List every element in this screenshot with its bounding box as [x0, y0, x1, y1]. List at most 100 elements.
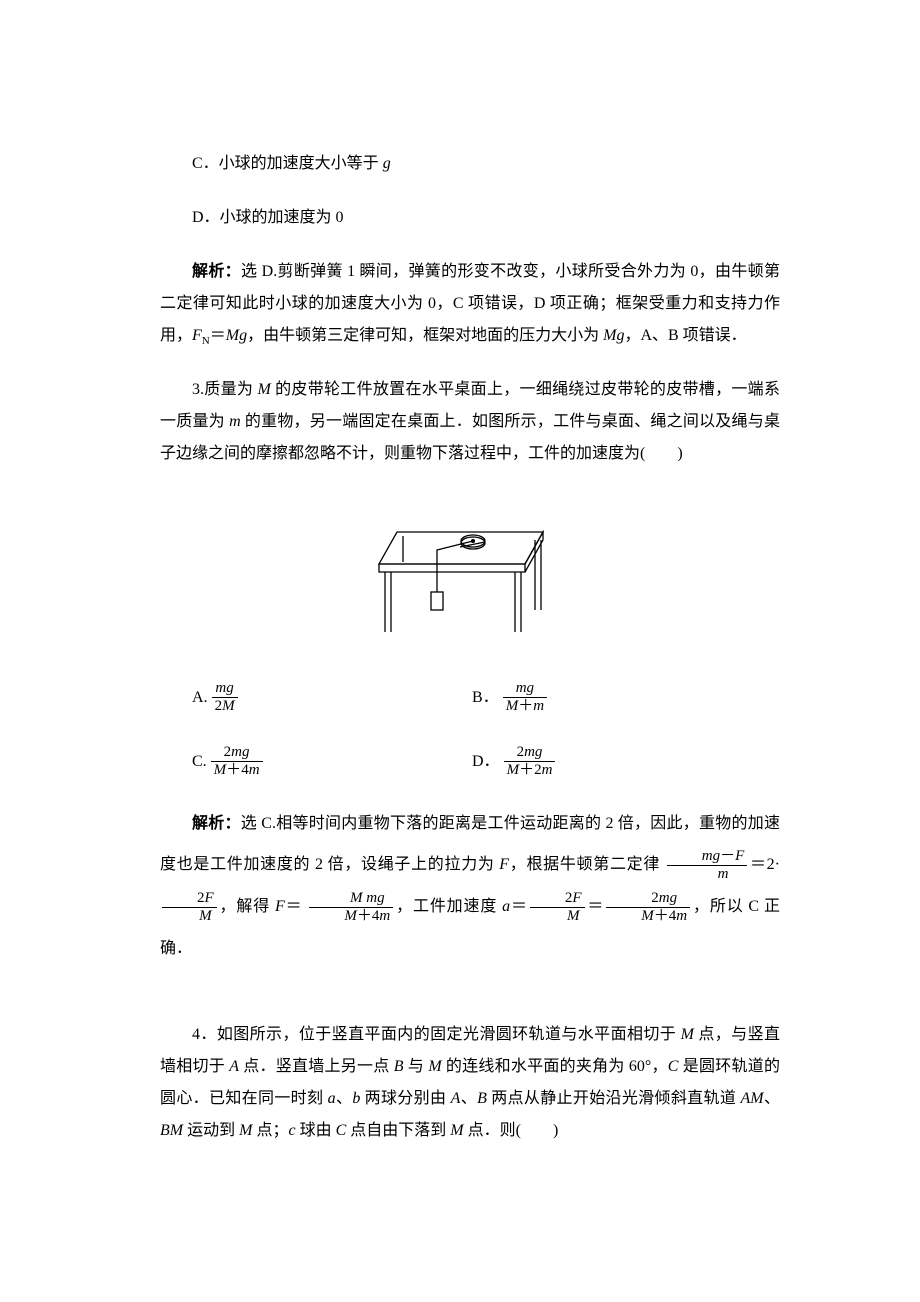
- q3-number: 3.: [192, 381, 204, 398]
- q3-option-b: B． mg M＋m: [472, 675, 780, 721]
- f1-num-mg: mg: [702, 848, 720, 864]
- frac-d-den-m: m: [542, 762, 553, 778]
- f3-den-plus: ＋: [357, 908, 372, 924]
- frac-a-den-M: M: [222, 698, 235, 714]
- q4-t14: 球由: [296, 1122, 336, 1139]
- q4-t11: 、: [764, 1090, 780, 1107]
- frac-a2: 2mg M＋4m: [606, 890, 690, 926]
- var-B: B: [394, 1058, 404, 1075]
- f3-num-mg: mg: [366, 890, 384, 906]
- var-B2: B: [477, 1090, 487, 1107]
- var-a: a: [328, 1090, 336, 1107]
- q3-ans-t4: ，工件加速度: [395, 898, 502, 915]
- q2-answer: 解析：选 D.剪断弹簧 1 瞬间，弹簧的形变不改变，小球所受合外力为 0，由牛顿…: [160, 256, 780, 352]
- q4-t16: 点．则( ): [464, 1122, 559, 1139]
- f4-num-F: F: [572, 890, 581, 906]
- q3-stem: 3.质量为 M 的皮带轮工件放置在水平桌面上，一细绳绕过皮带轮的皮带槽，一端系一…: [160, 374, 780, 470]
- frac-eq1-right: 2F M: [162, 890, 217, 926]
- f3-num-M: M: [350, 890, 363, 906]
- two-dot: 2·: [767, 856, 780, 873]
- q2-ans-mid: ，由牛顿第三定律可知，框架对地面的压力大小为: [247, 327, 603, 344]
- frac-c-den-4: 4: [241, 762, 249, 778]
- frac-c: 2mg M＋4m: [211, 744, 263, 780]
- frac-a-den-2: 2: [215, 698, 223, 714]
- q4-t12: 运动到: [183, 1122, 239, 1139]
- var-M: M: [257, 381, 270, 398]
- f5-den-m: m: [676, 908, 687, 924]
- var-A2: A: [451, 1090, 461, 1107]
- frac-a1: 2F M: [530, 890, 585, 926]
- frac-c-num-mg: mg: [231, 744, 249, 760]
- frac-F-result: M mg M＋4m: [309, 890, 393, 926]
- q4-t3: 点．竖直墙上另一点: [239, 1058, 394, 1075]
- var-m: m: [229, 413, 241, 430]
- var-M2: M: [428, 1058, 441, 1075]
- f5-den-M: M: [641, 908, 654, 924]
- f5-den-plus: ＋: [654, 908, 669, 924]
- answer-label: 解析：: [192, 263, 241, 280]
- var-Mg: Mg: [226, 327, 247, 344]
- eq1: ＝: [749, 856, 766, 873]
- frac-d-den-M: M: [507, 762, 520, 778]
- frac-b-num: mg: [516, 680, 534, 696]
- q4-t15: 点自由下落到: [346, 1122, 450, 1139]
- q2-optd-text: D．小球的加速度为 0: [192, 209, 344, 226]
- answer-label: 解析：: [192, 815, 241, 832]
- frac-d-num-2: 2: [517, 744, 525, 760]
- f1-den: m: [667, 866, 748, 883]
- opt-a-label: A.: [192, 685, 208, 711]
- document-page: C．小球的加速度大小等于 g D．小球的加速度为 0 解析：选 D.剪断弹簧 1…: [0, 0, 920, 1269]
- var-Mg2: Mg: [603, 327, 624, 344]
- f3-den-m: m: [379, 908, 390, 924]
- f3-den-M: M: [344, 908, 357, 924]
- eq2: ＝: [285, 898, 303, 915]
- q3-stem-pre: 质量为: [204, 381, 257, 398]
- var-M: M: [681, 1026, 694, 1043]
- frac-b-den-plus: ＋: [518, 698, 533, 714]
- q3-figure-wrap: [160, 492, 780, 651]
- frac-a-num: mg: [215, 680, 233, 696]
- var-A: A: [229, 1058, 239, 1075]
- frac-d-num-mg: mg: [524, 744, 542, 760]
- var-M4: M: [450, 1122, 463, 1139]
- q3-option-d: D． 2mg M＋2m: [472, 739, 780, 785]
- f4-den: M: [530, 908, 585, 925]
- q4-t10: 两点从静止开始沿光滑倾斜直轨道: [487, 1090, 741, 1107]
- opt-c-label: C.: [192, 749, 207, 775]
- frac-c-den-M: M: [214, 762, 227, 778]
- q3-option-c: C. 2mg M＋4m: [192, 739, 472, 785]
- frac-c-den-m: m: [249, 762, 260, 778]
- q3-ans-t2: ，根据牛顿第二定律: [509, 856, 660, 873]
- f5-num-mg: mg: [659, 890, 677, 906]
- q4-t8: 两球分别由: [360, 1090, 450, 1107]
- opt-b-label: B．: [472, 685, 499, 711]
- q4-stem: 4．如图所示，位于竖直平面内的固定光滑圆环轨道与水平面相切于 M 点，与竖直墙相…: [160, 1019, 780, 1147]
- f2-num-2: 2: [197, 890, 205, 906]
- q4-number: 4．: [192, 1026, 217, 1043]
- var-F2: F: [275, 898, 285, 915]
- q4-t13: 点；: [252, 1122, 288, 1139]
- f1-num-minus: －: [720, 848, 735, 864]
- var-F: F: [499, 856, 509, 873]
- frac-c-den-plus: ＋: [226, 762, 241, 778]
- opt-d-label: D．: [472, 749, 500, 775]
- f1-num-F: F: [735, 848, 744, 864]
- q3-option-a: A. mg 2M: [192, 675, 472, 721]
- var-M3: M: [239, 1122, 252, 1139]
- f2-den: M: [162, 908, 217, 925]
- var-c: c: [288, 1122, 295, 1139]
- q3-ans-t3: ，解得: [219, 898, 275, 915]
- spacer: [160, 991, 780, 1019]
- q2-ans-tail: ，A、B 项错误．: [624, 327, 746, 344]
- sub-N: N: [202, 335, 210, 347]
- q3-options-row2: C. 2mg M＋4m D． 2mg M＋2m: [160, 739, 780, 785]
- frac-d-den-plus: ＋: [519, 762, 534, 778]
- q4-t9: 、: [460, 1090, 477, 1107]
- f5-num-2: 2: [651, 890, 659, 906]
- q2-optc-var: g: [383, 155, 391, 172]
- f2-num-F: F: [205, 890, 214, 906]
- var-C: C: [668, 1058, 679, 1075]
- var-BM: BM: [160, 1122, 183, 1139]
- eq: ＝: [210, 327, 226, 344]
- q4-t7: 、: [336, 1090, 353, 1107]
